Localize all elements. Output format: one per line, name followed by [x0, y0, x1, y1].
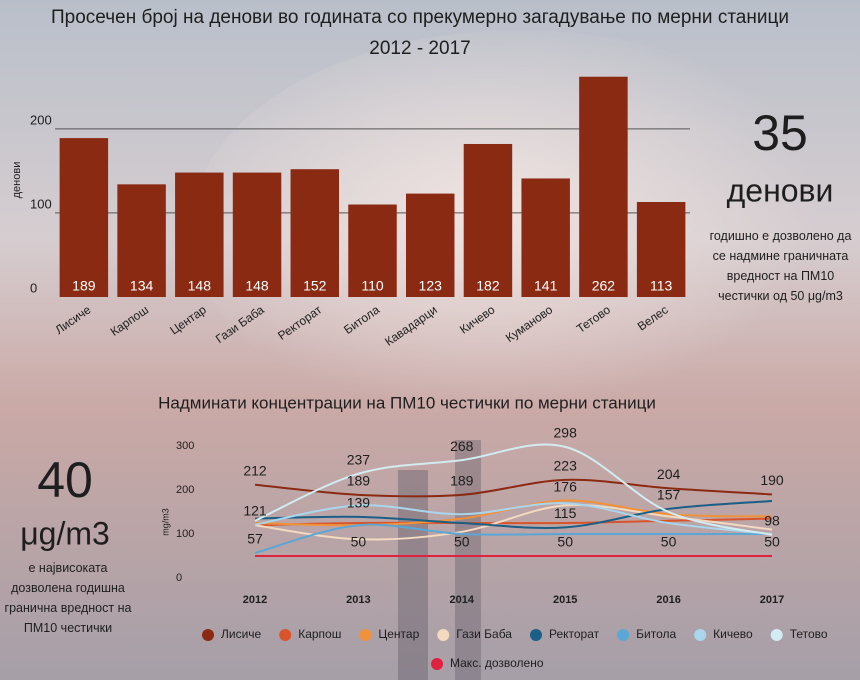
bar-value-label: 141 — [534, 278, 558, 294]
bar-value-label: 148 — [188, 278, 212, 294]
line-series — [254, 517, 773, 527]
bar-title: Просечен број на денови во годината со п… — [51, 7, 789, 28]
data-label: 157 — [657, 487, 681, 503]
data-label: 50 — [454, 534, 470, 550]
data-label: 223 — [554, 458, 578, 474]
data-label: 121 — [243, 502, 267, 518]
data-label: 204 — [657, 466, 681, 482]
legend-marker — [279, 629, 292, 641]
line-series — [254, 500, 773, 530]
data-label: 237 — [347, 451, 371, 467]
line-series — [254, 443, 773, 536]
x-tick-label: 2013 — [346, 594, 370, 606]
legend-label: Гази Баба — [456, 627, 512, 641]
bar — [348, 204, 397, 297]
x-tick-label: 2015 — [553, 594, 577, 606]
bar-value-label: 152 — [303, 278, 327, 294]
bar — [579, 76, 628, 298]
bar-value-label: 262 — [592, 278, 616, 294]
callout-number: 35 — [752, 105, 808, 161]
y-tick-label: 300 — [176, 440, 194, 452]
data-label: 176 — [554, 478, 578, 494]
legend-marker — [437, 629, 450, 641]
legend-label: Карпош — [298, 627, 341, 641]
x-tick-label: 2016 — [656, 594, 680, 606]
data-label: 189 — [450, 473, 474, 489]
y-tick-label: 0 — [176, 572, 182, 584]
legend-marker — [359, 629, 372, 641]
data-label: 50 — [661, 534, 677, 550]
bar-value-label: 182 — [476, 278, 500, 294]
legend-marker — [529, 629, 542, 641]
data-label: 115 — [554, 505, 577, 521]
chimney — [398, 470, 428, 680]
legend-label: Битола — [636, 627, 676, 641]
line-y-label: mg/m3 — [160, 508, 170, 536]
bar-value-label: 148 — [245, 278, 269, 294]
line-title: Надминати концентрации на ПМ10 честички … — [158, 393, 656, 412]
bar-y-label: денови — [11, 162, 23, 199]
line-series — [254, 503, 773, 541]
x-tick-label: 2014 — [450, 594, 475, 606]
data-label: 139 — [347, 495, 371, 511]
legend-label: Макс. дозволено — [450, 656, 544, 670]
line-series — [254, 478, 773, 498]
data-label: 57 — [247, 531, 263, 547]
bar-value-label: 189 — [72, 278, 96, 294]
legend-label: Центар — [378, 627, 419, 641]
bar — [463, 143, 513, 297]
legend-label: Лисиче — [221, 627, 262, 641]
legend-marker — [431, 658, 443, 670]
bar — [636, 201, 686, 297]
bar-subtitle: 2012 - 2017 — [369, 38, 470, 59]
chimney — [455, 440, 481, 680]
callout-text: е највисоката дозволена годишна гранична… — [4, 561, 132, 635]
legend-label: Кичево — [713, 627, 753, 641]
callout-text: годишно е дозволено да се надмине гранич… — [709, 229, 852, 303]
callout-unit: денови — [727, 172, 834, 208]
legend-marker — [617, 629, 630, 641]
bar — [59, 138, 109, 297]
callout-unit: μg/m3 — [20, 515, 110, 551]
data-label: 298 — [554, 425, 578, 441]
bar-value-label: 110 — [361, 278, 384, 294]
x-tick-label: 2012 — [243, 594, 267, 606]
callout-number: 40 — [37, 452, 93, 508]
x-tick-label: 2017 — [760, 594, 784, 606]
legend-marker — [202, 629, 214, 641]
y-tick-label: 100 — [30, 196, 52, 211]
bar-value-label: 134 — [130, 278, 154, 294]
data-label: 212 — [243, 462, 267, 478]
data-label: 268 — [450, 438, 474, 454]
smoke — [190, 30, 850, 430]
legend-marker — [770, 629, 783, 641]
y-tick-label: 200 — [176, 484, 194, 496]
bar — [521, 178, 570, 297]
legend-label: Тетово — [790, 627, 828, 641]
bar — [175, 172, 224, 297]
data-label: 50 — [557, 534, 573, 550]
y-tick-label: 0 — [30, 280, 37, 295]
data-label: 50 — [764, 534, 780, 550]
y-tick-label: 200 — [30, 112, 52, 127]
legend-marker — [694, 629, 707, 641]
bar — [290, 169, 340, 297]
bar-value-label: 123 — [419, 278, 443, 294]
data-label: 190 — [760, 472, 784, 488]
bar — [117, 184, 166, 297]
legend-label: Ректорат — [549, 627, 600, 641]
data-label: 98 — [764, 513, 780, 529]
bar — [232, 172, 282, 297]
bar-value-label: 113 — [650, 278, 673, 294]
data-label: 50 — [351, 534, 367, 550]
y-tick-label: 100 — [176, 528, 194, 540]
bar — [405, 193, 455, 297]
line-series — [254, 523, 772, 554]
data-label: 189 — [347, 473, 371, 489]
line-series — [254, 502, 773, 535]
